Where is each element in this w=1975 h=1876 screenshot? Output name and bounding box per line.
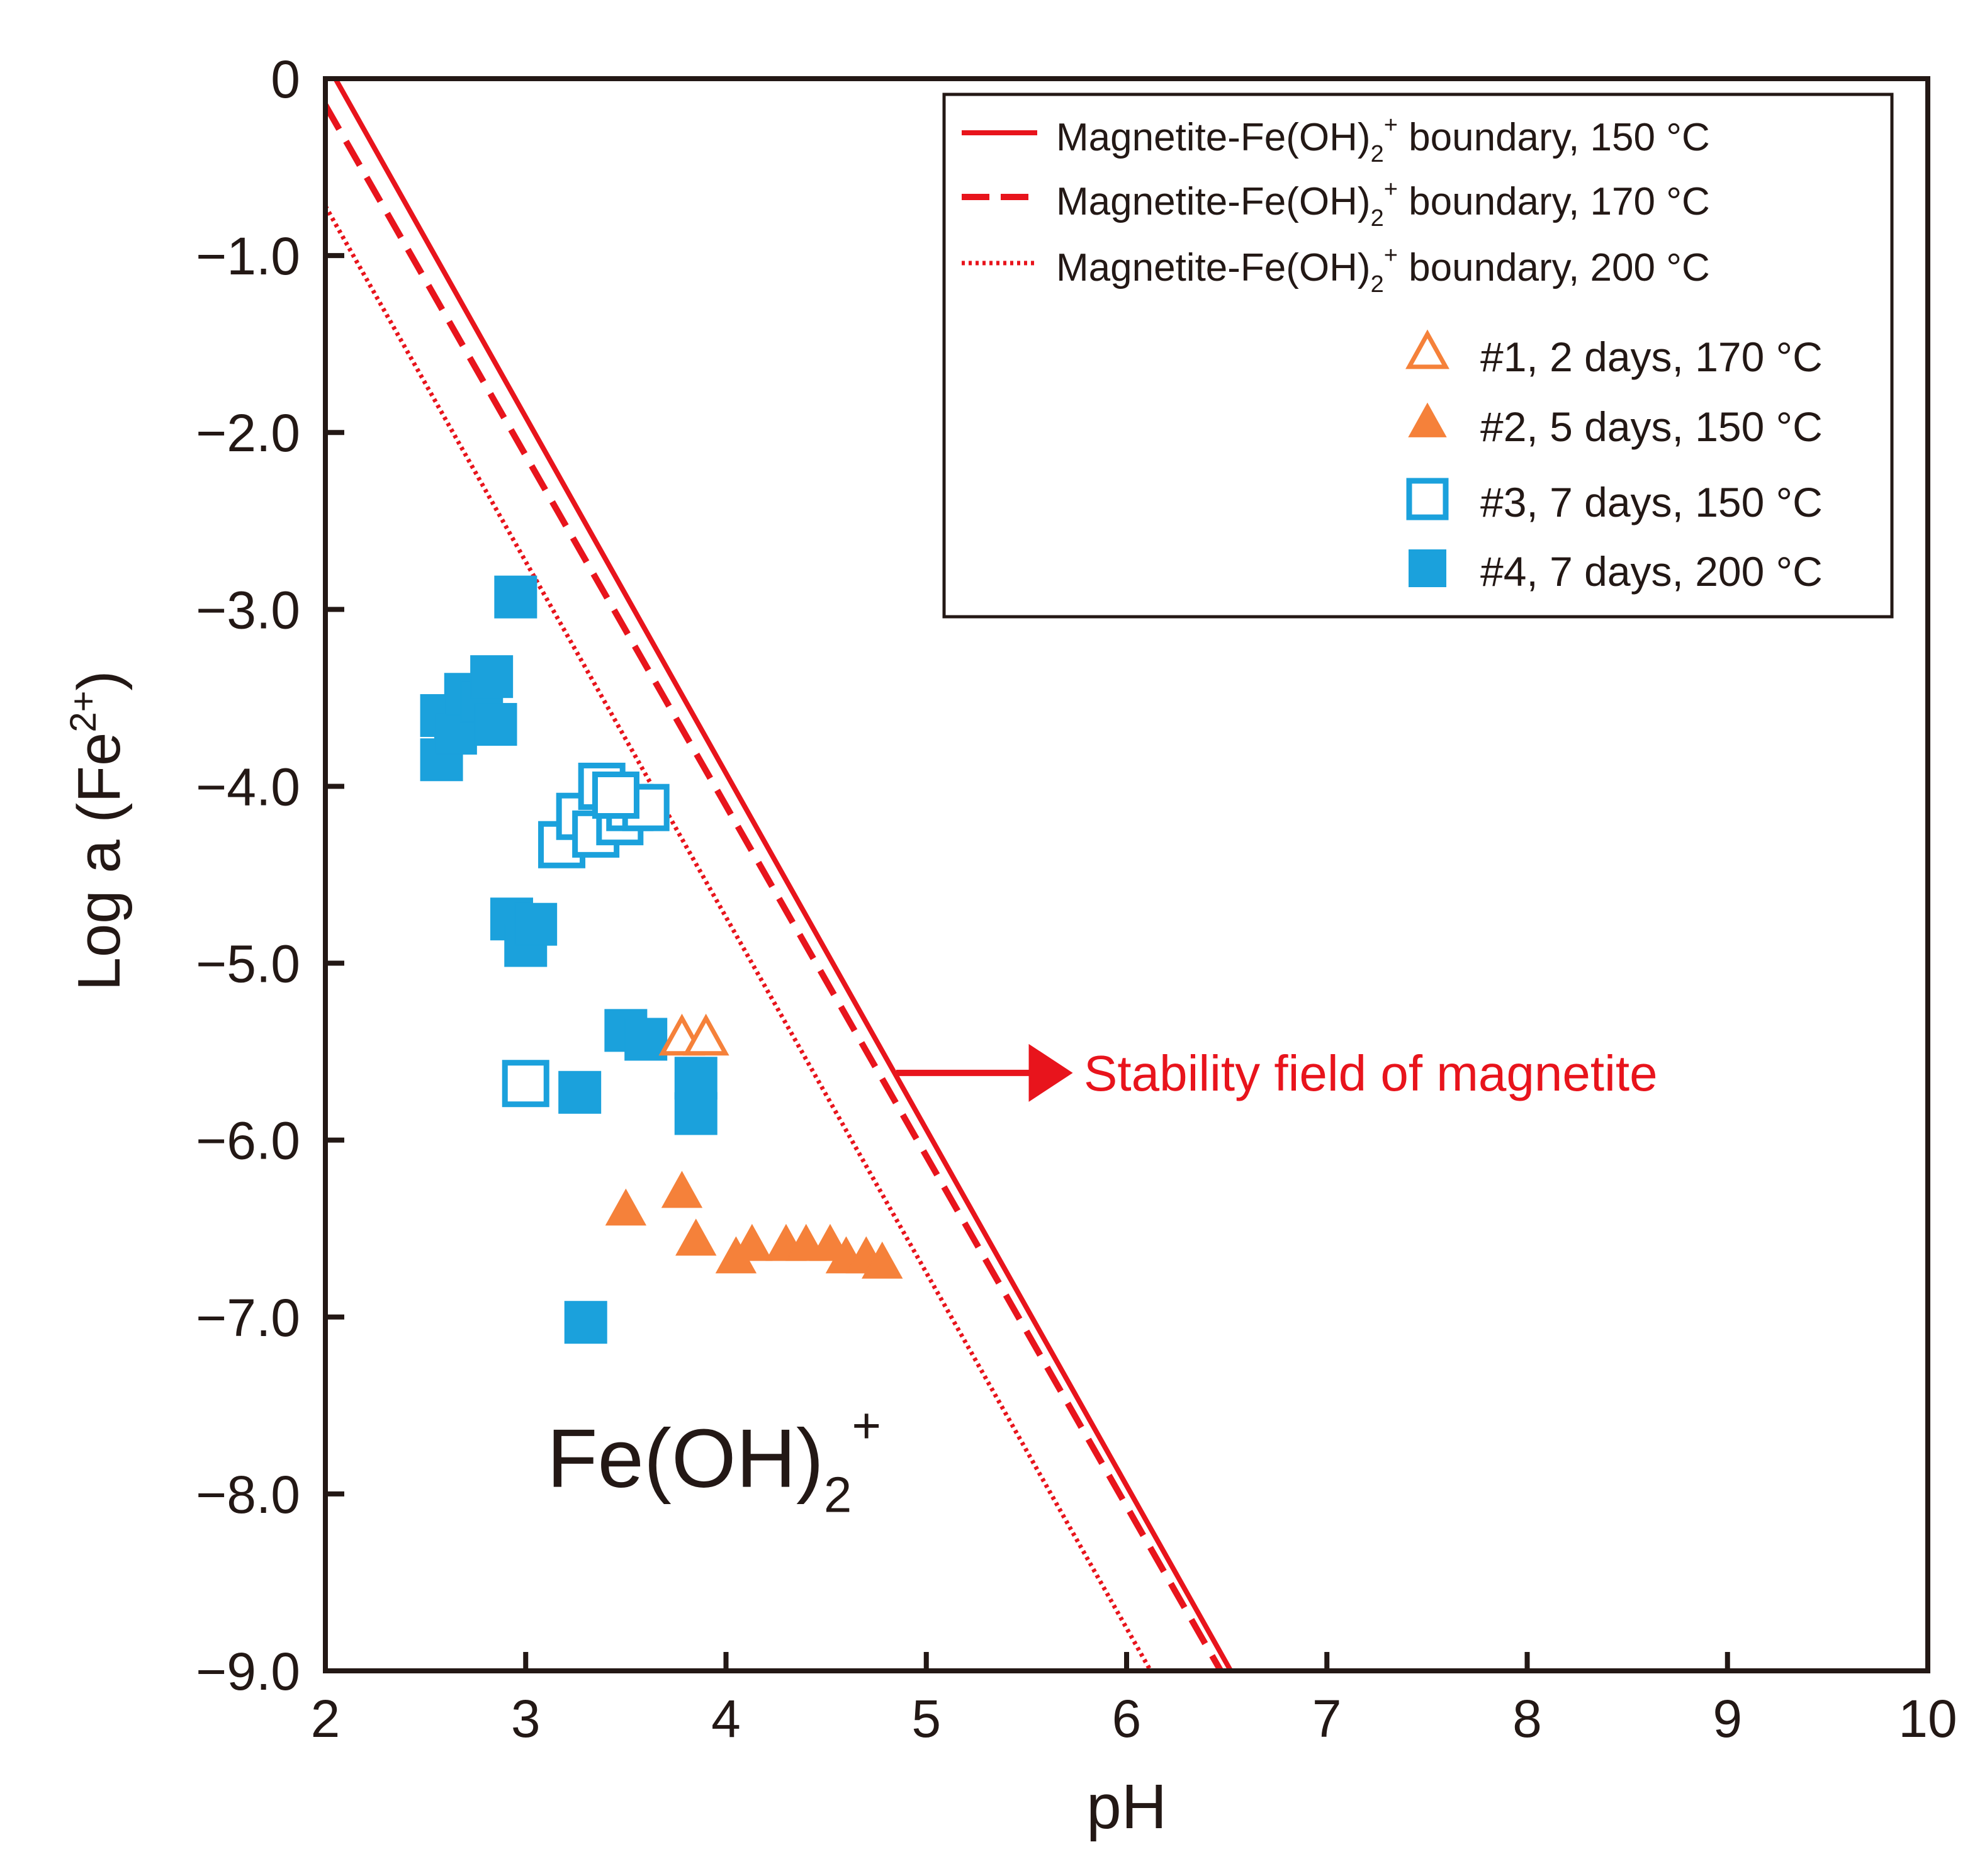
legend-label-sup: + [1384, 176, 1398, 203]
data-point-square-filled [558, 1070, 602, 1114]
legend-label-suffix: boundary, 200 °C [1398, 246, 1710, 289]
legend-label-sub: 2 [1371, 271, 1384, 298]
y-tick-label: 0 [271, 50, 300, 109]
legend-label-suffix: boundary, 170 °C [1398, 180, 1710, 223]
boundary-line-dotted [325, 205, 1153, 1671]
data-point-square-open [592, 772, 639, 819]
data-point-square-filled [564, 1301, 607, 1344]
boundary-lines [325, 79, 1233, 1671]
x-tick-label: 8 [1512, 1689, 1542, 1748]
y-tick-label: −4.0 [196, 757, 300, 816]
y-tick-label: −7.0 [196, 1288, 300, 1347]
y-axis-label-main: Log a (Fe [65, 733, 133, 991]
y-axis-label: Log a (Fe2+) [63, 670, 133, 991]
data-point-square-filled [470, 655, 514, 699]
y-tick-label: −1.0 [196, 227, 300, 286]
x-tick-label: 4 [711, 1689, 741, 1748]
legend-label: Magnetite-Fe(OH)2+ boundary, 150 °C [1056, 112, 1710, 167]
axis-ticks: 2 3 4 5 6 7 8 9 10 0 −1.0 −2.0 −3.0 −4.0 −5.0 −6.0 −7.0 −… [196, 50, 1957, 1748]
stability-arrow [896, 1043, 1073, 1102]
x-tick-label: 7 [1312, 1689, 1342, 1748]
legend-label-main: Magnetite-Fe(OH) [1056, 180, 1371, 223]
data-point-triangle-open [682, 1013, 729, 1056]
y-axis-label-end: ) [65, 670, 133, 690]
boundary-line-dashed [325, 103, 1224, 1671]
data-point-triangle-filled [675, 1218, 717, 1256]
data-point-square-filled [514, 902, 558, 946]
x-tick-label: 3 [511, 1689, 541, 1748]
y-tick-label: −2.0 [196, 403, 300, 463]
legend-label-main: Magnetite-Fe(OH) [1056, 116, 1371, 159]
x-tick-label: 5 [911, 1689, 941, 1748]
legend-series-label: #1, 2 days, 170 °C [1480, 334, 1823, 380]
stability-field-label: Stability field of magnetite [1084, 1045, 1658, 1101]
x-tick-label: 6 [1112, 1689, 1142, 1748]
data-points [420, 575, 903, 1344]
x-tick-label: 10 [1898, 1689, 1957, 1748]
legend-marker-square-open [1406, 478, 1449, 520]
region-label-sub: 2 [824, 1467, 852, 1523]
legend-label-sup: + [1384, 112, 1398, 138]
data-point-square-filled [624, 1018, 668, 1061]
x-tick-label: 9 [1713, 1689, 1742, 1748]
legend-label-sub: 2 [1371, 205, 1384, 232]
data-point-square-filled [674, 1057, 717, 1100]
legend-marker-triangle-open [1405, 329, 1449, 369]
legend-series-label: #4, 7 days, 200 °C [1480, 548, 1823, 595]
legend-label: Magnetite-Fe(OH)2+ boundary, 170 °C [1056, 176, 1710, 232]
region-label-sup: + [852, 1398, 881, 1454]
data-point-triangle-filled [605, 1188, 647, 1226]
y-axis-label-sup: 2+ [63, 690, 104, 732]
y-tick-label: −8.0 [196, 1465, 300, 1524]
legend-label-sup: + [1384, 242, 1398, 269]
legend-series-label: #3, 7 days, 150 °C [1480, 479, 1823, 525]
arrow-head [1028, 1043, 1073, 1102]
boundary-line-solid [333, 79, 1233, 1671]
legend-marker-triangle-filled [1408, 402, 1447, 437]
legend-marker-square-filled [1409, 549, 1446, 587]
x-tick-label: 2 [311, 1689, 340, 1748]
fe-oh2-region-label: Fe(OH)2+ [547, 1398, 881, 1523]
data-point-triangle-filled [862, 1241, 903, 1279]
data-point-triangle-filled [731, 1223, 773, 1261]
data-point-square-filled [674, 1092, 717, 1135]
data-point-square-filled [494, 575, 537, 619]
data-point-triangle-filled [661, 1171, 703, 1208]
y-tick-label: −3.0 [196, 580, 300, 639]
legend-label-main: Magnetite-Fe(OH) [1056, 246, 1371, 289]
data-point-square-open [502, 1060, 549, 1108]
region-label-main: Fe(OH) [547, 1412, 824, 1505]
legend-series-label: #2, 5 days, 150 °C [1480, 403, 1823, 450]
legend: Magnetite-Fe(OH)2+ boundary, 150 °CMagne… [942, 93, 1894, 619]
legend-label-suffix: boundary, 150 °C [1398, 116, 1710, 159]
legend-label: Magnetite-Fe(OH)2+ boundary, 200 °C [1056, 242, 1710, 298]
x-axis-label: pH [1086, 1772, 1167, 1842]
legend-label-sub: 2 [1371, 141, 1384, 167]
y-tick-label: −6.0 [196, 1111, 300, 1171]
y-tick-label: −5.0 [196, 935, 300, 994]
data-point-square-filled [474, 703, 517, 746]
y-tick-label: −9.0 [196, 1642, 300, 1701]
